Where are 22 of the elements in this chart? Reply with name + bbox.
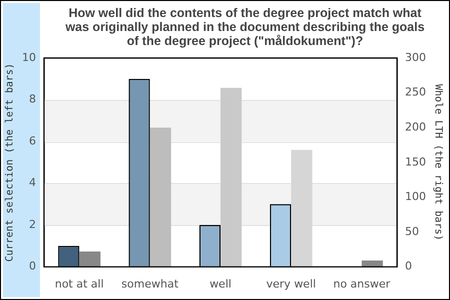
chart-title: How well did the contents of the degree project match what was originally planned in the document describing the goals of the degree project ("måldokument")?: [64, 6, 426, 48]
y-axis-title: Current selection (the left bars): [4, 63, 16, 262]
y2-tick-label: 50: [405, 224, 420, 238]
y-tick-label: 6: [28, 134, 36, 148]
y-tick-label: 4: [28, 176, 36, 190]
x-tick-label: somewhat: [121, 277, 180, 290]
y-tick-label: 8: [28, 92, 36, 106]
y2-tick-label: 250: [405, 86, 426, 99]
y2-tick-label: 300: [405, 50, 426, 64]
y2-tick-label: 100: [405, 190, 426, 204]
y-tick-label: 2: [28, 218, 36, 231]
y-tick-label: 10: [22, 50, 36, 64]
x-tick-label: well: [210, 277, 232, 290]
y-tick-label: 0: [28, 260, 36, 273]
x-tick-label: no answer: [333, 277, 391, 290]
bar: [220, 88, 242, 267]
y2-tick-label: 200: [405, 120, 426, 134]
x-tick-label: very well: [266, 277, 316, 290]
y2-tick-label: 150: [405, 155, 426, 168]
y2-axis-title: Whole LTH (the right bars): [432, 84, 444, 241]
y2-tick-label: 0: [405, 260, 412, 273]
x-tick-label: not at all: [54, 277, 104, 290]
